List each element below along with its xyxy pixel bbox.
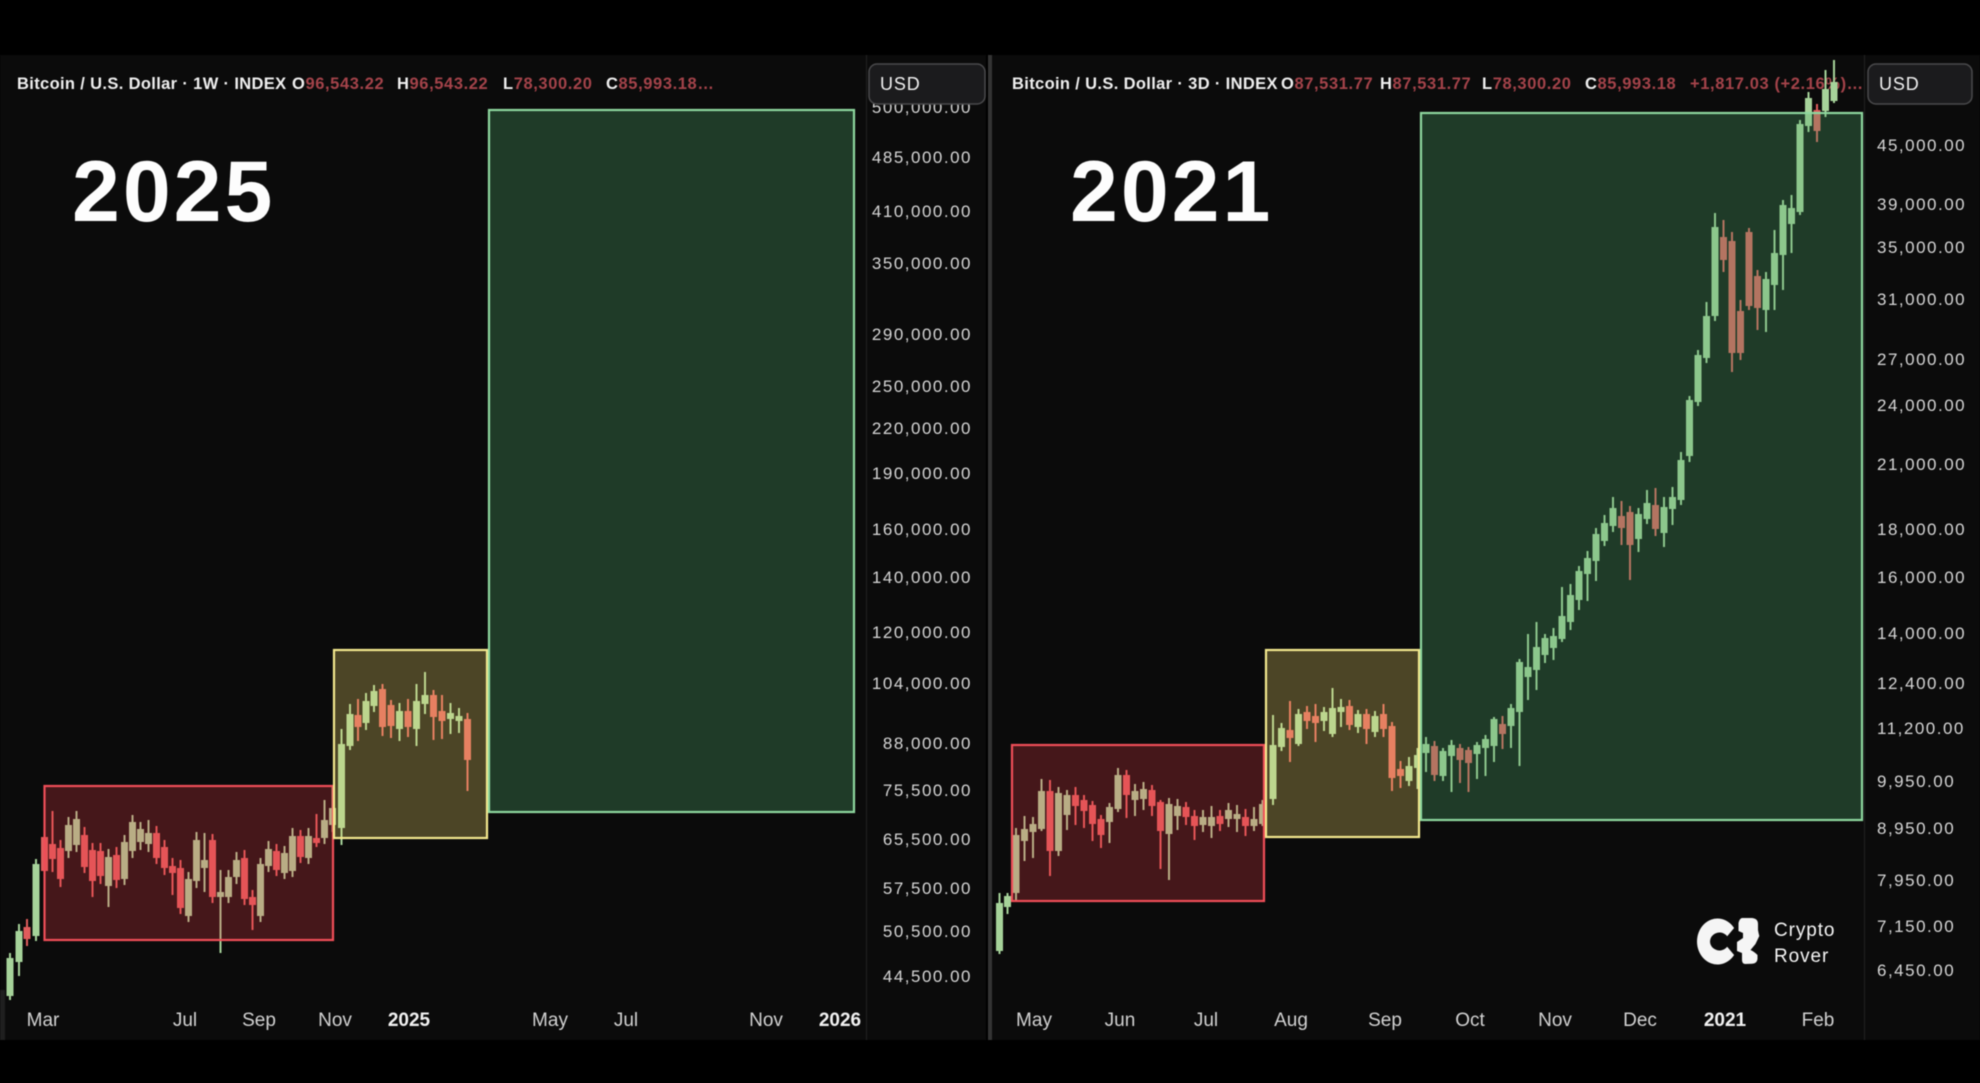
- svg-text:May: May: [532, 1010, 568, 1031]
- svg-text:140,000.00: 140,000.00: [872, 568, 972, 587]
- svg-text:2026: 2026: [819, 1010, 861, 1031]
- svg-text:57,500.00: 57,500.00: [883, 879, 972, 898]
- svg-text:H96,543.22: H96,543.22: [397, 75, 488, 93]
- svg-text:2025: 2025: [388, 1010, 431, 1031]
- svg-text:Jun: Jun: [1105, 1010, 1136, 1031]
- svg-text:65,500.00: 65,500.00: [883, 830, 972, 849]
- svg-text:160,000.00: 160,000.00: [872, 520, 972, 539]
- svg-text:35,000.00: 35,000.00: [1877, 238, 1966, 257]
- svg-text:Jul: Jul: [1194, 1010, 1218, 1031]
- svg-text:7,950.00: 7,950.00: [1877, 871, 1955, 890]
- svg-text:2021: 2021: [1070, 144, 1273, 240]
- svg-text:USD: USD: [1879, 74, 1920, 94]
- svg-text:Nov: Nov: [749, 1010, 783, 1031]
- svg-text:120,000.00: 120,000.00: [872, 623, 972, 642]
- svg-text:45,000.00: 45,000.00: [1877, 136, 1966, 155]
- svg-text:75,500.00: 75,500.00: [883, 781, 972, 800]
- svg-text:350,000.00: 350,000.00: [872, 254, 972, 273]
- svg-text:L78,300.20: L78,300.20: [503, 75, 593, 93]
- svg-text:C85,993.18…: C85,993.18…: [606, 75, 714, 93]
- svg-text:6,450.00: 6,450.00: [1877, 961, 1955, 980]
- svg-text:May: May: [1016, 1010, 1052, 1031]
- svg-text:Sep: Sep: [1368, 1010, 1402, 1031]
- svg-text:485,000.00: 485,000.00: [872, 148, 972, 167]
- svg-text:44,500.00: 44,500.00: [883, 967, 972, 986]
- svg-text:16,000.00: 16,000.00: [1877, 568, 1966, 587]
- svg-text:190,000.00: 190,000.00: [872, 464, 972, 483]
- svg-text:Jul: Jul: [614, 1010, 638, 1031]
- svg-text:104,000.00: 104,000.00: [872, 674, 972, 693]
- svg-text:250,000.00: 250,000.00: [872, 377, 972, 396]
- svg-text:USD: USD: [880, 74, 921, 94]
- svg-text:9,950.00: 9,950.00: [1877, 772, 1955, 791]
- svg-text:Feb: Feb: [1802, 1010, 1835, 1031]
- svg-text:24,000.00: 24,000.00: [1877, 396, 1966, 415]
- svg-text:Bitcoin / U.S. Dollar · 1W · I: Bitcoin / U.S. Dollar · 1W · INDEX: [17, 75, 287, 93]
- svg-text:18,000.00: 18,000.00: [1877, 520, 1966, 539]
- svg-text:Nov: Nov: [1538, 1010, 1572, 1031]
- svg-text:7,150.00: 7,150.00: [1877, 917, 1955, 936]
- svg-text:50,500.00: 50,500.00: [883, 922, 972, 941]
- svg-text:2025: 2025: [72, 144, 275, 240]
- svg-text:Oct: Oct: [1455, 1010, 1485, 1031]
- svg-text:12,400.00: 12,400.00: [1877, 674, 1966, 693]
- svg-text:O87,531.77: O87,531.77: [1281, 75, 1373, 93]
- svg-text:C85,993.18: C85,993.18: [1585, 75, 1676, 93]
- svg-text:39,000.00: 39,000.00: [1877, 195, 1966, 214]
- svg-text:Dec: Dec: [1623, 1010, 1657, 1031]
- svg-text:14,000.00: 14,000.00: [1877, 624, 1966, 643]
- svg-text:L78,300.20: L78,300.20: [1482, 75, 1572, 93]
- svg-text:O96,543.22: O96,543.22: [292, 75, 384, 93]
- svg-text:8,950.00: 8,950.00: [1877, 819, 1955, 838]
- svg-text:220,000.00: 220,000.00: [872, 419, 972, 438]
- svg-text:Mar: Mar: [27, 1010, 60, 1031]
- svg-text:Sep: Sep: [242, 1010, 276, 1031]
- svg-text:290,000.00: 290,000.00: [872, 325, 972, 344]
- svg-text:Bitcoin / U.S. Dollar · 3D · I: Bitcoin / U.S. Dollar · 3D · INDEX: [1012, 75, 1278, 93]
- svg-text:Aug: Aug: [1274, 1010, 1308, 1031]
- svg-text:+1,817.03 (+2.16%)…: +1,817.03 (+2.16%)…: [1690, 75, 1864, 93]
- svg-text:H87,531.77: H87,531.77: [1380, 75, 1471, 93]
- svg-text:Nov: Nov: [318, 1010, 352, 1031]
- svg-text:11,200.00: 11,200.00: [1877, 719, 1965, 738]
- svg-text:2021: 2021: [1704, 1010, 1747, 1031]
- svg-text:27,000.00: 27,000.00: [1877, 350, 1966, 369]
- svg-text:Rover: Rover: [1774, 946, 1829, 967]
- svg-text:88,000.00: 88,000.00: [883, 734, 972, 753]
- svg-text:31,000.00: 31,000.00: [1877, 290, 1966, 309]
- svg-text:21,000.00: 21,000.00: [1877, 455, 1966, 474]
- svg-text:Jul: Jul: [173, 1010, 197, 1031]
- svg-text:Crypto: Crypto: [1774, 920, 1835, 941]
- svg-text:410,000.00: 410,000.00: [872, 202, 972, 221]
